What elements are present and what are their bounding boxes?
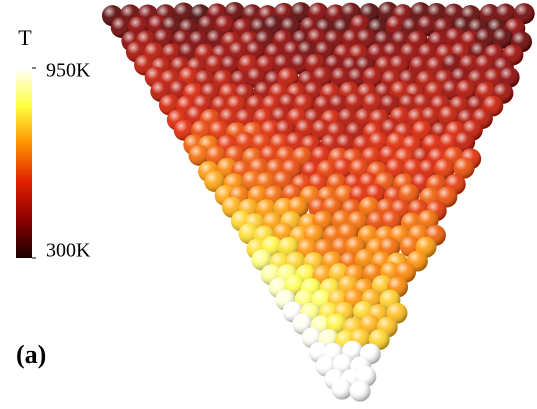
atom-shine — [416, 15, 438, 37]
atom-shine — [362, 66, 384, 88]
atom-shine — [492, 27, 514, 49]
atom-shine — [289, 53, 311, 75]
atom-shine — [331, 378, 353, 400]
atom-cluster — [101, 1, 535, 402]
atom-shine — [454, 131, 476, 153]
atom-shine — [349, 380, 371, 402]
atom-shine — [188, 144, 210, 166]
atom-shine — [173, 2, 195, 24]
atom-shine — [433, 158, 455, 180]
colorbar-title: T — [18, 25, 32, 50]
atom-shine — [455, 79, 477, 101]
atom-shine — [498, 66, 520, 88]
colorbar-tick-label: 300K — [46, 240, 91, 262]
atom-shine — [398, 183, 420, 205]
colorbar-tick-label: 950K — [46, 60, 91, 82]
atom-shine — [453, 157, 475, 179]
atom-shine — [441, 79, 463, 101]
colorbar — [16, 68, 32, 258]
panel-label: (a) — [16, 340, 46, 369]
